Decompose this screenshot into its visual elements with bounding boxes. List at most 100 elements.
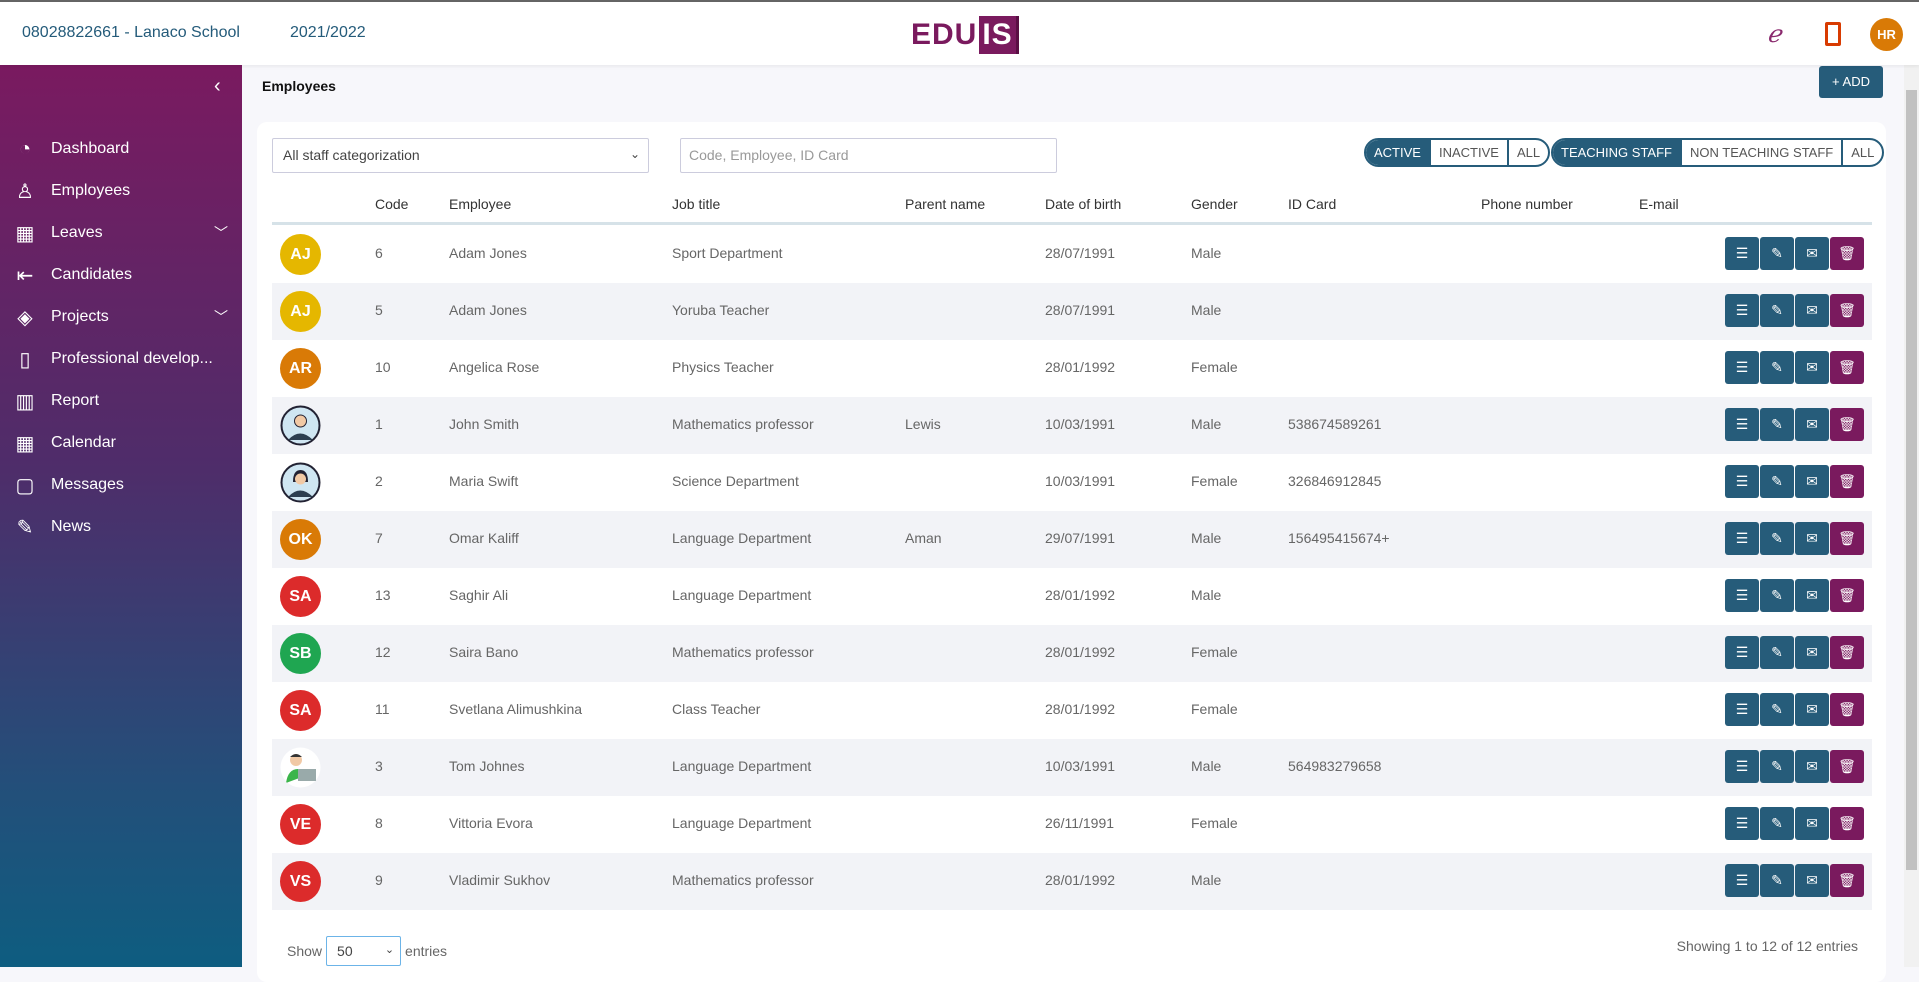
employee-avatar[interactable]: SB: [280, 633, 321, 674]
edit-button[interactable]: ✎: [1760, 750, 1794, 783]
table-row[interactable]: AR 10 Angelica Rose Physics Teacher 28/01/19…: [272, 340, 1872, 397]
email-button[interactable]: ✉: [1795, 750, 1829, 783]
edit-button[interactable]: ✎: [1760, 237, 1794, 270]
delete-button[interactable]: 🗑: [1830, 693, 1864, 726]
staff-categorization-select[interactable]: All staff categorization ⌄: [272, 138, 649, 173]
delete-button[interactable]: 🗑: [1830, 294, 1864, 327]
column-header[interactable]: ID Card: [1288, 196, 1337, 212]
edit-button[interactable]: ✎: [1760, 294, 1794, 327]
employee-avatar[interactable]: SA: [280, 576, 321, 617]
details-button[interactable]: ☰: [1725, 750, 1759, 783]
employee-photo[interactable]: [280, 405, 321, 446]
employee-avatar[interactable]: AJ: [280, 234, 321, 275]
status-inactive-button[interactable]: INACTIVE: [1428, 140, 1507, 165]
sidebar-item-messages[interactable]: ▢ Messages: [0, 465, 242, 505]
search-input[interactable]: Code, Employee, ID Card: [680, 138, 1057, 173]
sidebar-item-report[interactable]: ▥ Report: [0, 381, 242, 421]
email-button[interactable]: ✉: [1795, 408, 1829, 441]
email-button[interactable]: ✉: [1795, 636, 1829, 669]
column-header[interactable]: Job title: [672, 196, 721, 212]
employee-avatar[interactable]: AR: [280, 348, 321, 389]
column-header[interactable]: Employee: [449, 196, 512, 212]
employee-avatar[interactable]: AJ: [280, 291, 321, 332]
scrollbar-thumb[interactable]: [1906, 90, 1917, 870]
details-button[interactable]: ☰: [1725, 864, 1759, 897]
column-header[interactable]: Code: [375, 196, 409, 212]
status-all-button[interactable]: ALL: [1506, 140, 1548, 165]
delete-button[interactable]: 🗑: [1830, 864, 1864, 897]
sidebar-item-professional-develop[interactable]: ▯ Professional develop...: [0, 339, 242, 379]
details-button[interactable]: ☰: [1725, 408, 1759, 441]
edit-button[interactable]: ✎: [1760, 636, 1794, 669]
column-header[interactable]: Parent name: [905, 196, 986, 212]
school-year[interactable]: 2021/2022: [290, 24, 366, 41]
sidebar-item-projects[interactable]: ◈ Projects ﹀: [0, 297, 242, 337]
column-header[interactable]: Phone number: [1481, 196, 1573, 212]
edit-button[interactable]: ✎: [1760, 465, 1794, 498]
sidebar-item-calendar[interactable]: ▦ Calendar: [0, 423, 242, 463]
delete-button[interactable]: 🗑: [1830, 636, 1864, 669]
delete-button[interactable]: 🗑: [1830, 408, 1864, 441]
sidebar-item-dashboard[interactable]: ◔ Dashboard: [0, 129, 242, 169]
edu-app-icon[interactable]: ℯ: [1767, 22, 1782, 48]
edit-button[interactable]: ✎: [1760, 408, 1794, 441]
email-button[interactable]: ✉: [1795, 294, 1829, 327]
delete-button[interactable]: 🗑: [1830, 351, 1864, 384]
sidebar-item-leaves[interactable]: ▦ Leaves ﹀: [0, 213, 242, 253]
details-button[interactable]: ☰: [1725, 465, 1759, 498]
table-row[interactable]: AJ 6 Adam Jones Sport Department 28/07/1991 M…: [272, 226, 1872, 283]
details-button[interactable]: ☰: [1725, 294, 1759, 327]
email-button[interactable]: ✉: [1795, 579, 1829, 612]
employee-photo[interactable]: [280, 462, 321, 503]
email-button[interactable]: ✉: [1795, 237, 1829, 270]
employee-avatar[interactable]: OK: [280, 519, 321, 560]
non-teaching-staff-button[interactable]: NON TEACHING STAFF: [1679, 140, 1841, 165]
employee-avatar[interactable]: VE: [280, 804, 321, 845]
email-button[interactable]: ✉: [1795, 864, 1829, 897]
sidebar-item-candidates[interactable]: ⇤ Candidates: [0, 255, 242, 295]
add-button[interactable]: + ADD: [1819, 66, 1883, 98]
email-button[interactable]: ✉: [1795, 807, 1829, 840]
details-button[interactable]: ☰: [1725, 693, 1759, 726]
table-row[interactable]: 3 Tom Johnes Language Department 10/03/1991…: [272, 739, 1872, 796]
email-button[interactable]: ✉: [1795, 693, 1829, 726]
school-name[interactable]: 08028822661 - Lanaco School: [22, 24, 240, 41]
column-header[interactable]: E-mail: [1639, 196, 1679, 212]
table-row[interactable]: SB 12 Saira Bano Mathematics professor 28/01…: [272, 625, 1872, 682]
table-row[interactable]: SA 11 Svetlana Alimushkina Class Teacher 28/…: [272, 682, 1872, 739]
collapse-sidebar-icon[interactable]: ‹: [214, 75, 221, 97]
column-header[interactable]: Date of birth: [1045, 196, 1122, 212]
employee-photo[interactable]: [280, 747, 321, 788]
edit-button[interactable]: ✎: [1760, 351, 1794, 384]
email-button[interactable]: ✉: [1795, 522, 1829, 555]
email-button[interactable]: ✉: [1795, 465, 1829, 498]
details-button[interactable]: ☰: [1725, 351, 1759, 384]
table-row[interactable]: VE 8 Vittoria Evora Language Department 26/1…: [272, 796, 1872, 853]
table-row[interactable]: AJ 5 Adam Jones Yoruba Teacher 28/07/1991 Mal…: [272, 283, 1872, 340]
staff-all-button[interactable]: ALL: [1841, 140, 1882, 165]
teaching-staff-button[interactable]: TEACHING STAFF: [1553, 140, 1680, 165]
table-row[interactable]: SA 13 Saghir Ali Language Department 28/01/1…: [272, 568, 1872, 625]
delete-button[interactable]: 🗑: [1830, 522, 1864, 555]
edit-button[interactable]: ✎: [1760, 522, 1794, 555]
sidebar-item-news[interactable]: ✎ News: [0, 507, 242, 547]
sidebar-item-employees[interactable]: ♙ Employees: [0, 171, 242, 211]
delete-button[interactable]: 🗑: [1830, 750, 1864, 783]
chevron-down-icon[interactable]: ﹀: [214, 309, 228, 325]
delete-button[interactable]: 🗑: [1830, 807, 1864, 840]
column-header[interactable]: Gender: [1191, 196, 1238, 212]
delete-button[interactable]: 🗑: [1830, 579, 1864, 612]
details-button[interactable]: ☰: [1725, 237, 1759, 270]
page-size-select[interactable]: 50 ⌄: [326, 936, 402, 966]
eduis-logo[interactable]: EDU IS: [911, 16, 1019, 54]
edit-button[interactable]: ✎: [1760, 864, 1794, 897]
edit-button[interactable]: ✎: [1760, 693, 1794, 726]
employee-avatar[interactable]: VS: [280, 861, 321, 902]
table-row[interactable]: OK 7 Omar Kaliff Language Department Aman 29/…: [272, 511, 1872, 568]
email-button[interactable]: ✉: [1795, 351, 1829, 384]
edit-button[interactable]: ✎: [1760, 807, 1794, 840]
delete-button[interactable]: 🗑: [1830, 237, 1864, 270]
delete-button[interactable]: 🗑: [1830, 465, 1864, 498]
edit-button[interactable]: ✎: [1760, 579, 1794, 612]
table-row[interactable]: VS 9 Vladimir Sukhov Mathematics professor 2…: [272, 853, 1872, 910]
